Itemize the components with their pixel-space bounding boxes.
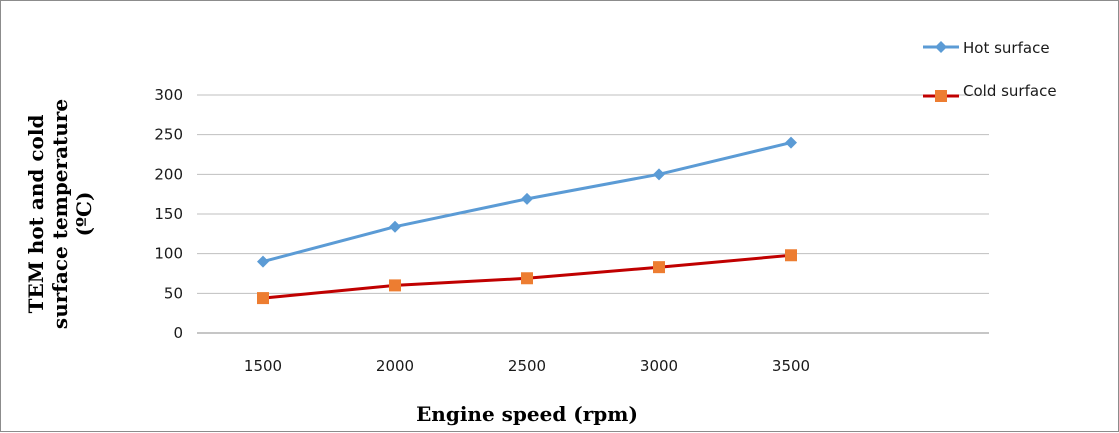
y-axis-title-line-3: (ºC) <box>72 192 96 237</box>
x-tick-label: 1500 <box>244 357 282 375</box>
x-tick-label: 2500 <box>508 357 546 375</box>
y-tick-label: 200 <box>154 165 183 183</box>
y-tick-label: 50 <box>164 284 183 302</box>
legend: Hot surface Cold surface <box>923 39 1057 102</box>
y-axis-title-line-1: TEM hot and cold <box>24 115 48 314</box>
gridlines <box>197 94 989 334</box>
x-tick-label: 2000 <box>376 357 414 375</box>
legend-hot-marker <box>935 41 947 53</box>
x-tick-label: 3000 <box>640 357 678 375</box>
y-tick-label: 100 <box>154 245 183 263</box>
y-axis-title: TEM hot and cold surface temperature (ºC… <box>24 99 96 329</box>
y-axis-ticks: 0 50 100 150 200 250 300 <box>154 86 183 342</box>
data-point-hot <box>785 136 797 149</box>
data-point-hot <box>389 220 401 233</box>
data-point-cold <box>257 292 269 305</box>
data-point-hot <box>653 168 665 181</box>
y-tick-label: 0 <box>173 324 183 342</box>
data-point-cold <box>389 279 401 292</box>
x-axis-ticks: 1500 2000 2500 3000 3500 <box>244 357 810 375</box>
data-point-cold <box>653 261 665 274</box>
y-axis-title-line-2: surface temperature <box>48 99 72 329</box>
legend-item-cold: Cold surface <box>923 82 1057 102</box>
series-lines <box>257 136 797 305</box>
data-point-hot <box>257 255 269 268</box>
data-point-cold <box>521 272 533 285</box>
legend-item-hot: Hot surface <box>923 39 1050 57</box>
y-tick-label: 150 <box>154 205 183 223</box>
y-tick-label: 300 <box>154 86 183 104</box>
x-tick-label: 3500 <box>772 357 810 375</box>
x-axis-title: Engine speed (rpm) <box>416 402 638 426</box>
data-point-cold <box>785 249 797 262</box>
legend-cold-label: Cold surface <box>963 82 1057 100</box>
y-tick-label: 250 <box>154 126 183 144</box>
legend-hot-label: Hot surface <box>963 39 1050 57</box>
data-point-hot <box>521 192 533 205</box>
legend-cold-marker <box>935 90 947 102</box>
